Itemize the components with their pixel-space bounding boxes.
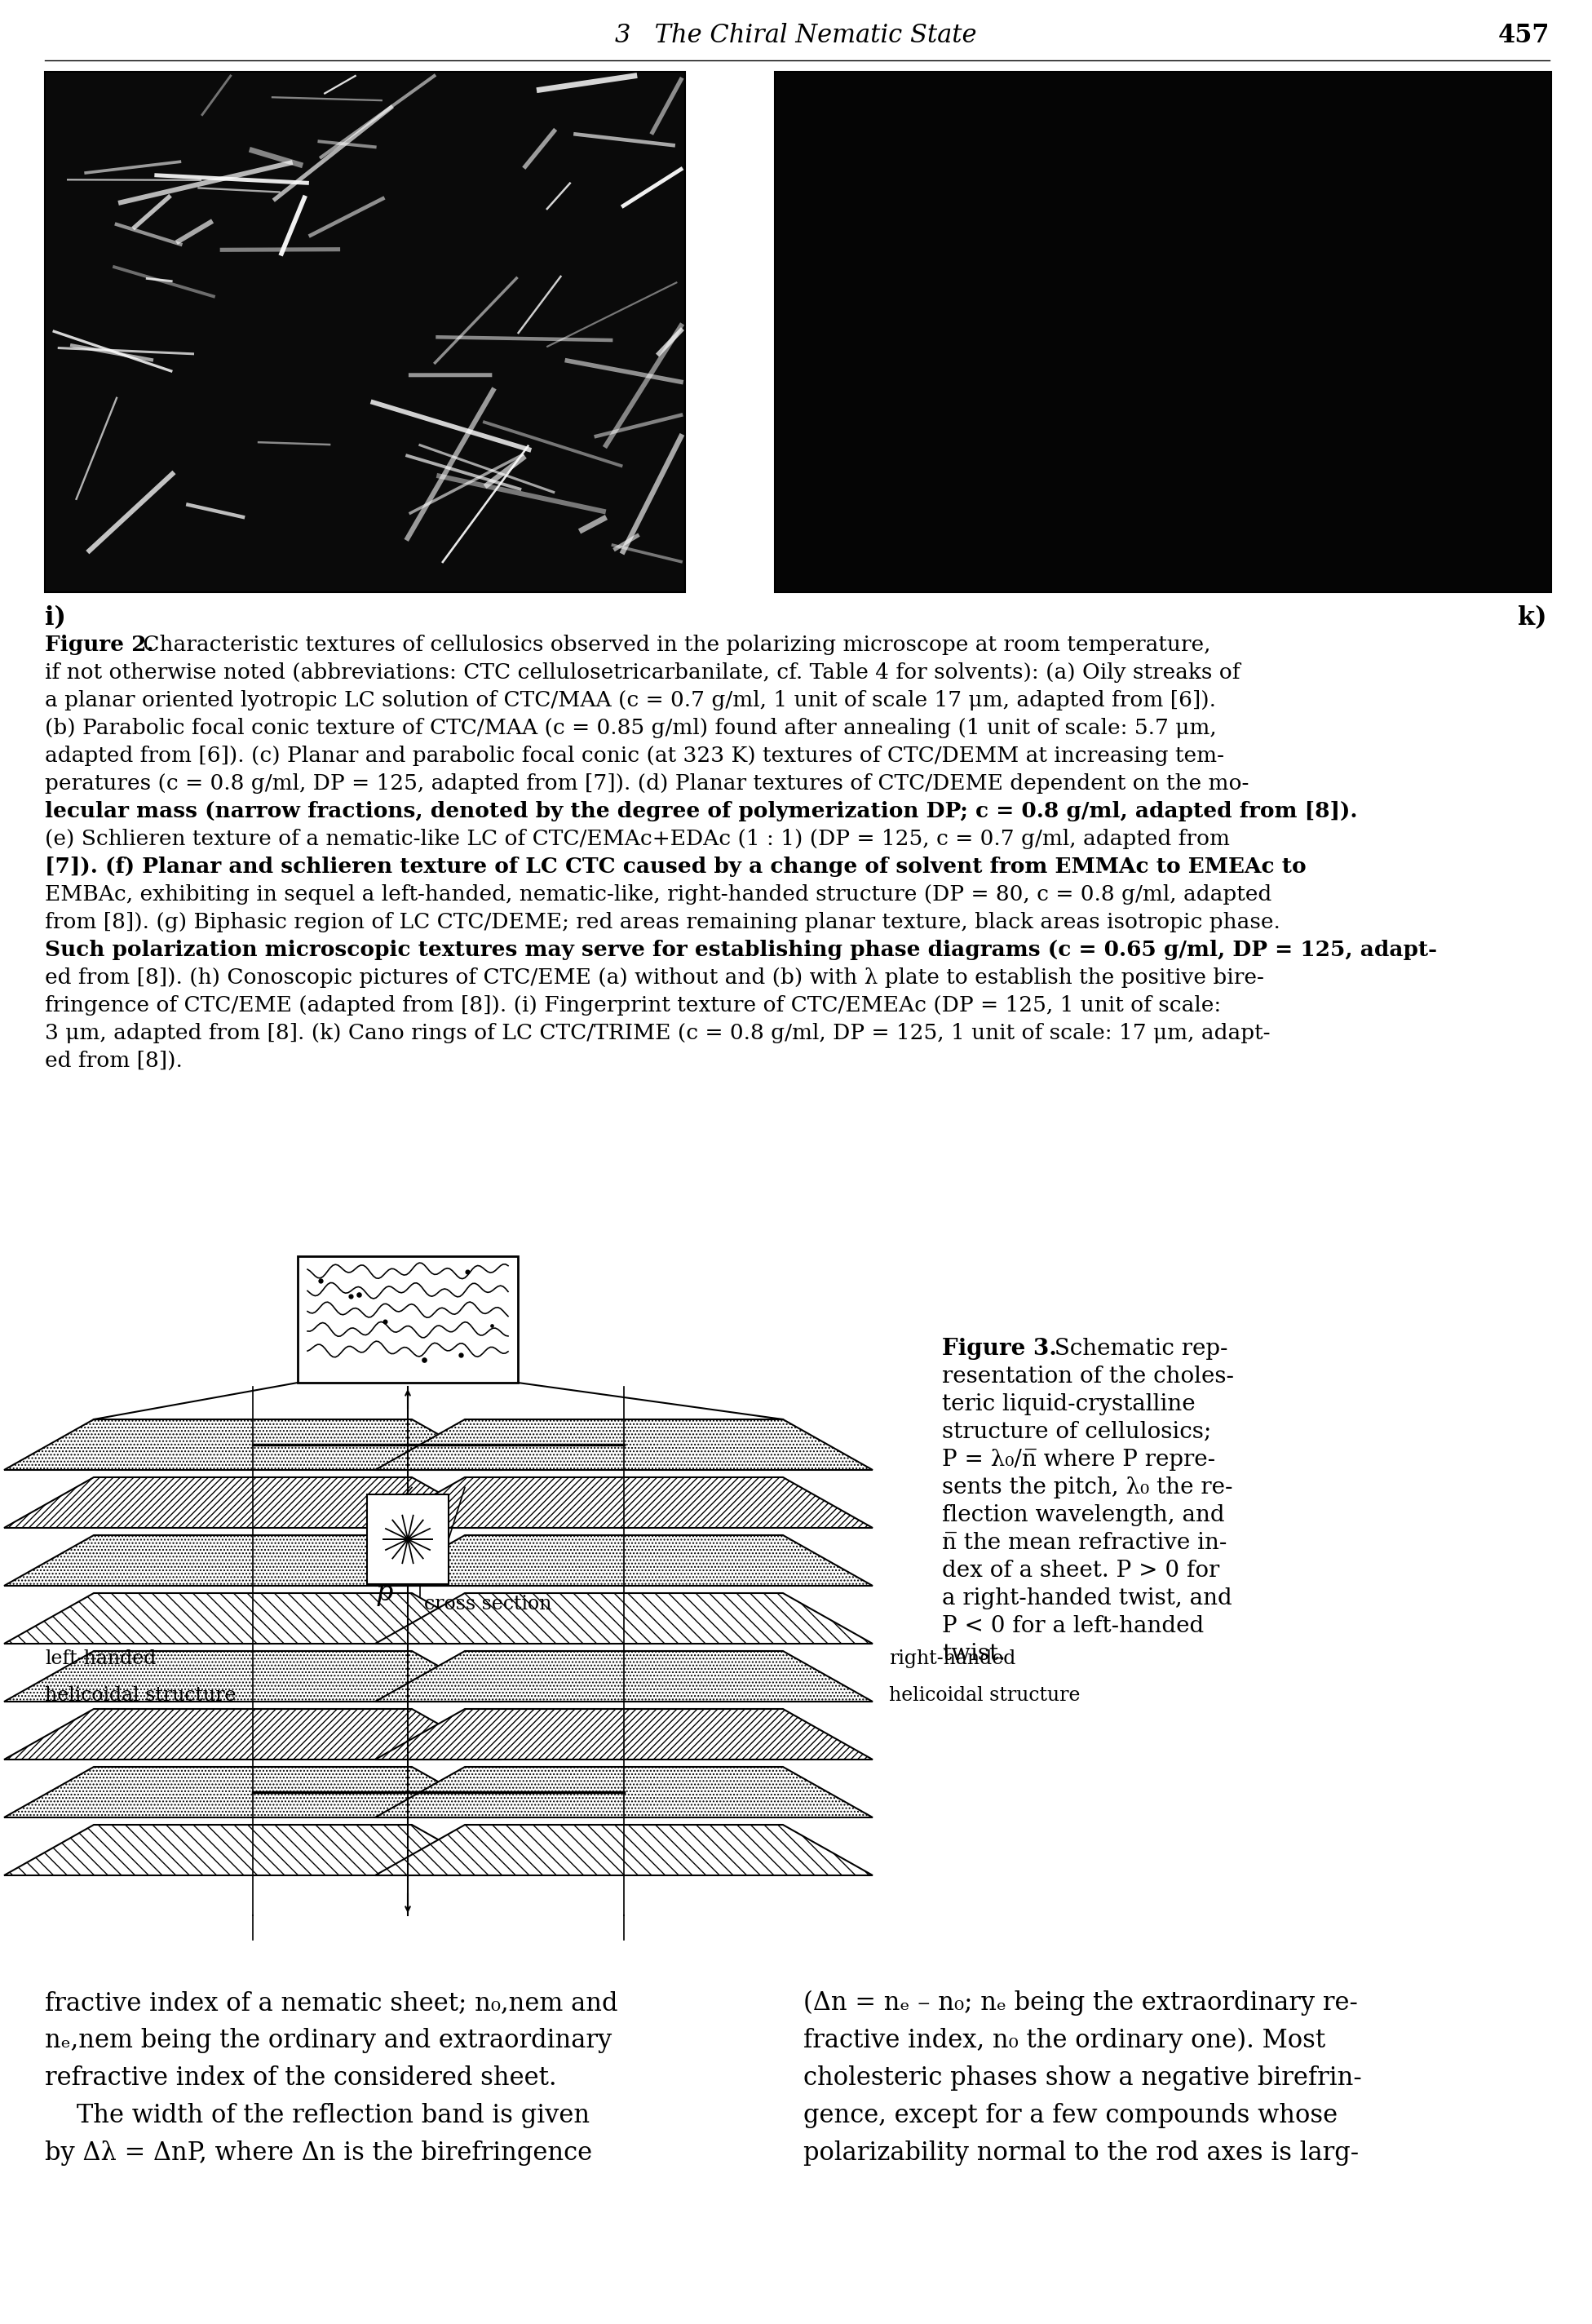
Text: fractive index of a nematic sheet; n₀,nem and: fractive index of a nematic sheet; n₀,ne… bbox=[45, 1989, 618, 2015]
Text: (Δn = nₑ – n₀; nₑ being the extraordinary re-: (Δn = nₑ – n₀; nₑ being the extraordinar… bbox=[804, 1989, 1358, 2015]
Text: Figure 2.: Figure 2. bbox=[45, 634, 154, 655]
Text: structure of cellulosics;: structure of cellulosics; bbox=[942, 1420, 1212, 1443]
Text: nₑ,nem being the ordinary and extraordinary: nₑ,nem being the ordinary and extraordin… bbox=[45, 2029, 611, 2052]
Text: sents the pitch, λ₀ the re-: sents the pitch, λ₀ the re- bbox=[942, 1476, 1232, 1499]
Polygon shape bbox=[376, 1420, 872, 1471]
Text: polarizability normal to the rod axes is larg-: polarizability normal to the rod axes is… bbox=[804, 2140, 1360, 2166]
Polygon shape bbox=[5, 1708, 501, 1759]
Text: twist.: twist. bbox=[942, 1643, 1006, 1664]
Polygon shape bbox=[5, 1650, 501, 1701]
Text: lecular mass (narrow fractions, denoted by the degree of polymerization DP; c = : lecular mass (narrow fractions, denoted … bbox=[45, 802, 1358, 820]
Text: n̅ the mean refractive in-: n̅ the mean refractive in- bbox=[942, 1532, 1227, 1555]
Text: a planar oriented lyotropic LC solution of CTC/MAA (c = 0.7 g/ml, 1 unit of scal: a planar oriented lyotropic LC solution … bbox=[45, 690, 1216, 711]
Text: resentation of the choles-: resentation of the choles- bbox=[942, 1367, 1234, 1387]
Text: The width of the reflection band is given: The width of the reflection band is give… bbox=[45, 2103, 589, 2129]
Polygon shape bbox=[376, 1594, 872, 1643]
Polygon shape bbox=[5, 1824, 501, 1875]
Text: k): k) bbox=[1519, 604, 1547, 630]
Text: (e) Schlieren texture of a nematic-like LC of CTC/EMAc+EDAc (1 : 1) (DP = 125, c: (e) Schlieren texture of a nematic-like … bbox=[45, 830, 1231, 848]
Bar bbox=[298, 1257, 517, 1383]
Polygon shape bbox=[5, 1478, 501, 1527]
Text: helicoidal structure: helicoidal structure bbox=[45, 1687, 236, 1706]
Text: from [8]). (g) Biphasic region of LC CTC/DEME; red areas remaining planar textur: from [8]). (g) Biphasic region of LC CTC… bbox=[45, 911, 1280, 932]
Polygon shape bbox=[5, 1766, 501, 1817]
Polygon shape bbox=[5, 1594, 501, 1643]
Polygon shape bbox=[376, 1536, 872, 1585]
Text: fractive index, n₀ the ordinary one). Most: fractive index, n₀ the ordinary one). Mo… bbox=[804, 2029, 1326, 2054]
Polygon shape bbox=[376, 1650, 872, 1701]
Text: adapted from [6]). (c) Planar and parabolic focal conic (at 323 K) textures of C: adapted from [6]). (c) Planar and parabo… bbox=[45, 746, 1224, 767]
Text: 457: 457 bbox=[1498, 23, 1549, 49]
Bar bbox=[368, 1494, 449, 1585]
Polygon shape bbox=[376, 1824, 872, 1875]
Bar bbox=[775, 72, 1551, 593]
Text: dex of a sheet. P > 0 for: dex of a sheet. P > 0 for bbox=[942, 1559, 1219, 1583]
Text: i): i) bbox=[45, 604, 65, 630]
Text: Such polarization microscopic textures may serve for establishing phase diagrams: Such polarization microscopic textures m… bbox=[45, 939, 1438, 960]
Text: Figure 3.: Figure 3. bbox=[942, 1339, 1057, 1360]
Text: P = λ₀/n̅ where P repre-: P = λ₀/n̅ where P repre- bbox=[942, 1448, 1215, 1471]
Text: [7]). (f) Planar and schlieren texture of LC CTC caused by a change of solvent f: [7]). (f) Planar and schlieren texture o… bbox=[45, 858, 1307, 876]
Text: Schematic rep-: Schematic rep- bbox=[1040, 1339, 1227, 1360]
Text: gence, except for a few compounds whose: gence, except for a few compounds whose bbox=[804, 2103, 1337, 2129]
Text: by Δλ = ΔnP, where Δn is the birefringence: by Δλ = ΔnP, where Δn is the birefringen… bbox=[45, 2140, 592, 2166]
Polygon shape bbox=[376, 1708, 872, 1759]
Text: cross section: cross section bbox=[423, 1594, 552, 1613]
Text: a right-handed twist, and: a right-handed twist, and bbox=[942, 1587, 1232, 1611]
Text: teric liquid-crystalline: teric liquid-crystalline bbox=[942, 1394, 1196, 1415]
Text: refractive index of the considered sheet.: refractive index of the considered sheet… bbox=[45, 2066, 557, 2092]
Polygon shape bbox=[5, 1536, 501, 1585]
Polygon shape bbox=[5, 1420, 501, 1471]
Text: cholesteric phases show a negative birefrin-: cholesteric phases show a negative biref… bbox=[804, 2066, 1361, 2092]
Text: helicoidal structure: helicoidal structure bbox=[888, 1687, 1081, 1706]
Text: ed from [8]).: ed from [8]). bbox=[45, 1050, 183, 1071]
Text: if not otherwise noted (abbreviations: CTC cellulosetricarbanilate, cf. Table 4 : if not otherwise noted (abbreviations: C… bbox=[45, 662, 1240, 683]
Text: flection wavelength, and: flection wavelength, and bbox=[942, 1504, 1224, 1527]
Text: P < 0 for a left-handed: P < 0 for a left-handed bbox=[942, 1615, 1204, 1636]
Text: left-handed: left-handed bbox=[45, 1650, 156, 1669]
Text: peratures (c = 0.8 g/ml, DP = 125, adapted from [7]). (d) Planar textures of CTC: peratures (c = 0.8 g/ml, DP = 125, adapt… bbox=[45, 774, 1250, 795]
Text: fringence of CTC/EME (adapted from [8]). (i) Fingerprint texture of CTC/EMEAc (D: fringence of CTC/EME (adapted from [8]).… bbox=[45, 995, 1221, 1016]
Text: p: p bbox=[376, 1580, 393, 1606]
Text: ed from [8]). (h) Conoscopic pictures of CTC/EME (a) without and (b) with λ plat: ed from [8]). (h) Conoscopic pictures of… bbox=[45, 967, 1264, 988]
Polygon shape bbox=[376, 1478, 872, 1527]
Text: 3 μm, adapted from [8]. (k) Cano rings of LC CTC/TRIME (c = 0.8 g/ml, DP = 125, : 3 μm, adapted from [8]. (k) Cano rings o… bbox=[45, 1023, 1270, 1043]
Text: Characteristic textures of cellulosics observed in the polarizing microscope at : Characteristic textures of cellulosics o… bbox=[137, 634, 1212, 655]
Text: EMBAc, exhibiting in sequel a left-handed, nematic-like, right-handed structure : EMBAc, exhibiting in sequel a left-hande… bbox=[45, 883, 1272, 904]
Text: 3   The Chiral Nematic State: 3 The Chiral Nematic State bbox=[615, 23, 977, 49]
Text: right-handed: right-handed bbox=[888, 1650, 1016, 1669]
Bar bbox=[45, 72, 685, 593]
Polygon shape bbox=[376, 1766, 872, 1817]
Text: (b) Parabolic focal conic texture of CTC/MAA (c = 0.85 g/ml) found after anneali: (b) Parabolic focal conic texture of CTC… bbox=[45, 718, 1216, 739]
